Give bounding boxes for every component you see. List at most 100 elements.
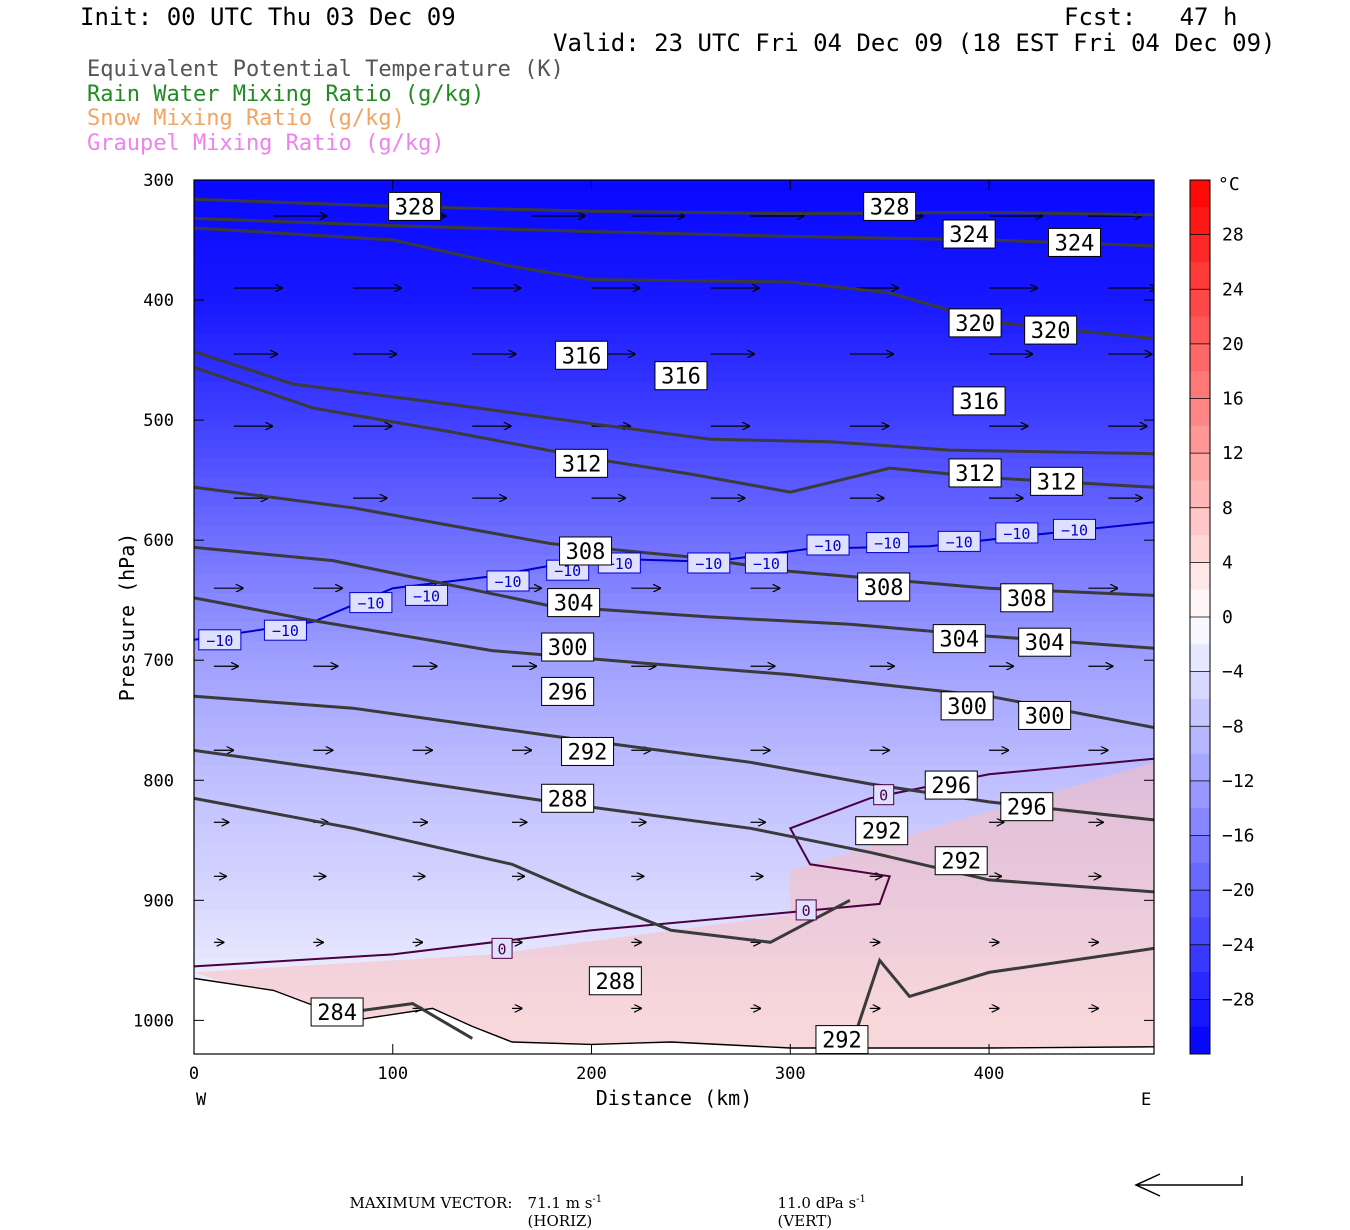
temperature-band (194, 669, 1154, 681)
theta-e-label-box (654, 361, 708, 391)
temperature-band (194, 180, 1154, 191)
colorbar-tick-label: 20 (1222, 334, 1244, 355)
colorbar-segment (1190, 890, 1210, 918)
colorbar-segment (1190, 698, 1210, 727)
colorbar-segment (1190, 726, 1210, 755)
temperature-band (194, 496, 1154, 508)
theta-e-label: 296 (931, 774, 971, 799)
east-label: E (1141, 1090, 1151, 1110)
isotherm-label-box (491, 937, 513, 959)
theta-e-label-box (310, 997, 364, 1027)
theta-e-label: 300 (1025, 704, 1065, 729)
temperature-band (194, 785, 1154, 796)
theta-e-line (194, 694, 1154, 822)
x-tick-label: 200 (576, 1064, 607, 1084)
isotherm-label-box (486, 570, 530, 592)
isotherm-label-box (806, 534, 850, 556)
theta-e-label: 292 (941, 850, 981, 875)
y-axis-ticks: 300 400 500 600 700 800 900 1000 (133, 171, 1154, 1031)
x-tick-label: 300 (775, 1064, 806, 1084)
init-time: Init: 00 UTC Thu 03 Dec 09 (80, 3, 456, 31)
isotherm-label: −10 (695, 555, 722, 573)
colorbar-segment (1190, 753, 1210, 782)
theta-e-label: 320 (955, 312, 995, 337)
y-tick-label: 400 (143, 291, 174, 311)
theta-e-label-box (588, 966, 642, 996)
y-tick-label: 700 (143, 651, 174, 671)
temperature-band (194, 717, 1154, 729)
vert-tag: (VERT) (777, 1212, 833, 1230)
temperature-band (194, 439, 1154, 450)
temperature-band (194, 737, 1154, 748)
temperature-band (194, 400, 1154, 412)
temperature-band (194, 487, 1154, 498)
plot-frame (193, 179, 1155, 1055)
theta-e-label-box (547, 588, 601, 618)
temperature-band (194, 641, 1154, 652)
temperature-band (194, 900, 1154, 911)
warm-layer (194, 762, 1154, 1054)
theta-e-label: 300 (548, 636, 588, 661)
theta-e-label: 316 (959, 390, 999, 415)
theta-e-label-box (541, 632, 595, 662)
theta-e-label-box (1024, 315, 1078, 345)
colorbar-segment (1190, 261, 1210, 290)
isotherm-label: −10 (946, 533, 973, 551)
colorbar-tick-label: −4 (1222, 662, 1244, 683)
theta-e-label: 324 (949, 223, 989, 248)
theta-e-label: 316 (562, 344, 602, 369)
theta-e-label-box (1047, 227, 1101, 257)
theta-e-line (194, 197, 1154, 217)
temperature-band (194, 689, 1154, 700)
temperature-band (194, 506, 1154, 517)
colorbar-segment (1190, 507, 1210, 536)
colorbar-segment (1190, 316, 1210, 345)
theta-e-label-box (924, 770, 978, 800)
valid-time: Valid: 23 UTC Fri 04 Dec 09 (18 EST Fri … (553, 29, 1276, 57)
isotherm-label: −10 (1003, 525, 1030, 543)
colorbar-tick-label: −24 (1222, 935, 1255, 956)
colorbar-segment (1190, 617, 1210, 645)
colorbar-tick-label: 8 (1222, 498, 1233, 519)
theta-e-label: 308 (1007, 587, 1047, 612)
theta-e-label-box (1018, 627, 1072, 657)
theta-e-label-box (855, 816, 909, 846)
theta-e-label-box (555, 448, 609, 478)
temperature-band (194, 871, 1154, 882)
temperature-band (194, 295, 1154, 306)
isotherm-label: −10 (413, 587, 440, 605)
colorbar-segment (1190, 671, 1210, 700)
x-axis-title: Distance (km) (596, 1086, 753, 1110)
colorbar-tick-label: −8 (1222, 716, 1244, 737)
theta-e-label: 312 (955, 462, 995, 487)
max-vector-vert: 11.0 dPa s-1 (VERT) (768, 1176, 866, 1230)
temperature-band (194, 535, 1154, 546)
temperature-band (194, 516, 1154, 527)
temperature-band (194, 698, 1154, 709)
temperature-band (194, 468, 1154, 479)
forecast-hour: Fcst: 47 h (1064, 3, 1238, 31)
isotherm-label: −10 (206, 632, 233, 650)
isotherm-label: −10 (874, 535, 901, 553)
colorbar-tick-label: 0 (1222, 607, 1233, 628)
theta-e-label: 312 (562, 452, 602, 477)
theta-e-label-box (555, 340, 609, 370)
isotherm-label-box (795, 899, 817, 921)
colorbar-tick-label: −16 (1222, 826, 1255, 847)
max-vector-arrow (1134, 1173, 1243, 1197)
max-vector-title: MAXIMUM VECTOR: (349, 1194, 513, 1212)
theta-e-label-box (948, 308, 1002, 338)
theta-e-label: 308 (864, 576, 904, 601)
theta-e-label-box (948, 458, 1002, 488)
temperature-band (194, 602, 1154, 613)
colorbar-segment (1190, 207, 1210, 236)
theta-e-label-box (857, 572, 911, 602)
theta-e-label-box (1000, 792, 1054, 822)
temperature-band (194, 861, 1154, 873)
temperature-band (194, 285, 1154, 296)
colorbar-segment (1190, 972, 1210, 1000)
colorbar-segment (1190, 180, 1210, 208)
theta-e-label-box (388, 191, 442, 221)
x-tick-label: 100 (377, 1064, 408, 1084)
colorbar-tick-label: 24 (1222, 279, 1244, 300)
